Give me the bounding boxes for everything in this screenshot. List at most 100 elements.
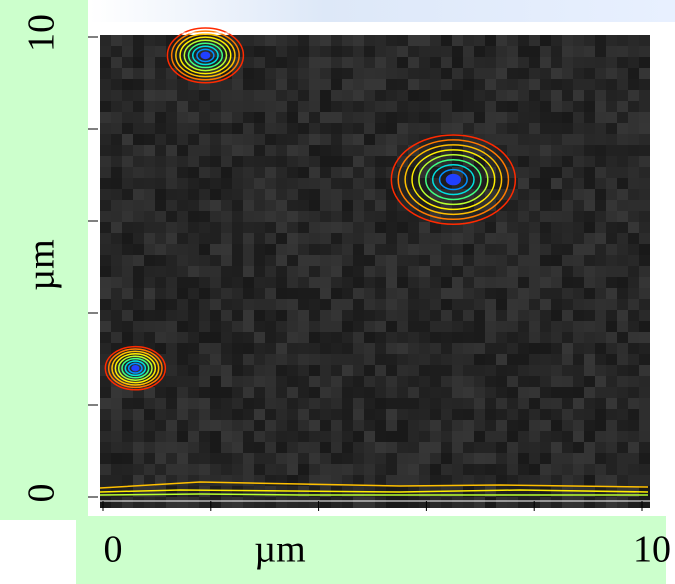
noise-cell bbox=[144, 35, 155, 46]
noise-cell bbox=[298, 343, 309, 354]
noise-cell bbox=[397, 35, 408, 46]
noise-cell bbox=[397, 266, 408, 277]
noise-cell bbox=[320, 68, 331, 79]
noise-cell bbox=[331, 310, 342, 321]
noise-cell bbox=[166, 178, 177, 189]
noise-cell bbox=[540, 156, 551, 167]
noise-cell bbox=[573, 398, 584, 409]
noise-cell bbox=[386, 376, 397, 387]
noise-cell bbox=[243, 255, 254, 266]
noise-cell bbox=[540, 134, 551, 145]
noise-cell bbox=[100, 244, 111, 255]
noise-cell bbox=[430, 310, 441, 321]
noise-cell bbox=[243, 134, 254, 145]
noise-cell bbox=[441, 299, 452, 310]
noise-cell bbox=[111, 178, 122, 189]
noise-cell bbox=[573, 343, 584, 354]
noise-cell bbox=[144, 464, 155, 475]
noise-cell bbox=[639, 442, 650, 453]
noise-cell bbox=[177, 233, 188, 244]
noise-cell bbox=[221, 310, 232, 321]
noise-cell bbox=[639, 112, 650, 123]
noise-cell bbox=[595, 420, 606, 431]
noise-cell bbox=[133, 464, 144, 475]
noise-cell bbox=[210, 310, 221, 321]
noise-cell bbox=[364, 244, 375, 255]
noise-cell bbox=[287, 409, 298, 420]
noise-cell bbox=[375, 35, 386, 46]
noise-cell bbox=[529, 310, 540, 321]
noise-cell bbox=[210, 343, 221, 354]
noise-cell bbox=[265, 442, 276, 453]
noise-cell bbox=[485, 387, 496, 398]
noise-cell bbox=[628, 211, 639, 222]
noise-cell bbox=[100, 101, 111, 112]
noise-cell bbox=[419, 453, 430, 464]
noise-cell bbox=[210, 497, 221, 508]
noise-cell bbox=[573, 211, 584, 222]
noise-cell bbox=[232, 101, 243, 112]
noise-cell bbox=[166, 354, 177, 365]
noise-cell bbox=[595, 376, 606, 387]
noise-cell bbox=[100, 343, 111, 354]
noise-cell bbox=[485, 233, 496, 244]
noise-cell bbox=[254, 453, 265, 464]
noise-cell bbox=[397, 475, 408, 486]
noise-cell bbox=[353, 167, 364, 178]
noise-cell bbox=[221, 376, 232, 387]
noise-cell bbox=[320, 57, 331, 68]
noise-cell bbox=[496, 453, 507, 464]
noise-cell bbox=[606, 277, 617, 288]
noise-cell bbox=[573, 442, 584, 453]
noise-cell bbox=[430, 123, 441, 134]
noise-cell bbox=[232, 420, 243, 431]
noise-cell bbox=[133, 497, 144, 508]
noise-cell bbox=[507, 365, 518, 376]
noise-cell bbox=[243, 442, 254, 453]
noise-cell bbox=[496, 376, 507, 387]
noise-cell bbox=[122, 431, 133, 442]
noise-cell bbox=[496, 79, 507, 90]
noise-cell bbox=[639, 211, 650, 222]
noise-cell bbox=[540, 178, 551, 189]
noise-cell bbox=[309, 222, 320, 233]
noise-cell bbox=[408, 365, 419, 376]
noise-cell bbox=[463, 431, 474, 442]
noise-cell bbox=[199, 497, 210, 508]
noise-cell bbox=[254, 464, 265, 475]
noise-cell bbox=[287, 365, 298, 376]
noise-cell bbox=[430, 46, 441, 57]
noise-cell bbox=[265, 156, 276, 167]
noise-cell bbox=[210, 145, 221, 156]
noise-cell bbox=[221, 409, 232, 420]
noise-cell bbox=[166, 431, 177, 442]
noise-cell bbox=[364, 310, 375, 321]
noise-cell bbox=[573, 244, 584, 255]
noise-cell bbox=[496, 365, 507, 376]
noise-cell bbox=[232, 475, 243, 486]
noise-cell bbox=[518, 101, 529, 112]
noise-cell bbox=[584, 299, 595, 310]
noise-cell bbox=[463, 464, 474, 475]
noise-cell bbox=[507, 464, 518, 475]
noise-cell bbox=[573, 266, 584, 277]
noise-cell bbox=[617, 35, 628, 46]
noise-cell bbox=[331, 244, 342, 255]
noise-cell bbox=[584, 101, 595, 112]
noise-cell bbox=[408, 79, 419, 90]
noise-cell bbox=[463, 409, 474, 420]
noise-cell bbox=[166, 167, 177, 178]
noise-cell bbox=[540, 57, 551, 68]
noise-cell bbox=[375, 233, 386, 244]
noise-cell bbox=[166, 332, 177, 343]
noise-cell bbox=[166, 266, 177, 277]
noise-cell bbox=[111, 431, 122, 442]
noise-cell bbox=[441, 35, 452, 46]
noise-cell bbox=[639, 497, 650, 508]
noise-cell bbox=[375, 453, 386, 464]
noise-cell bbox=[628, 68, 639, 79]
noise-cell bbox=[287, 156, 298, 167]
noise-cell bbox=[452, 233, 463, 244]
noise-cell bbox=[375, 244, 386, 255]
noise-cell bbox=[166, 420, 177, 431]
